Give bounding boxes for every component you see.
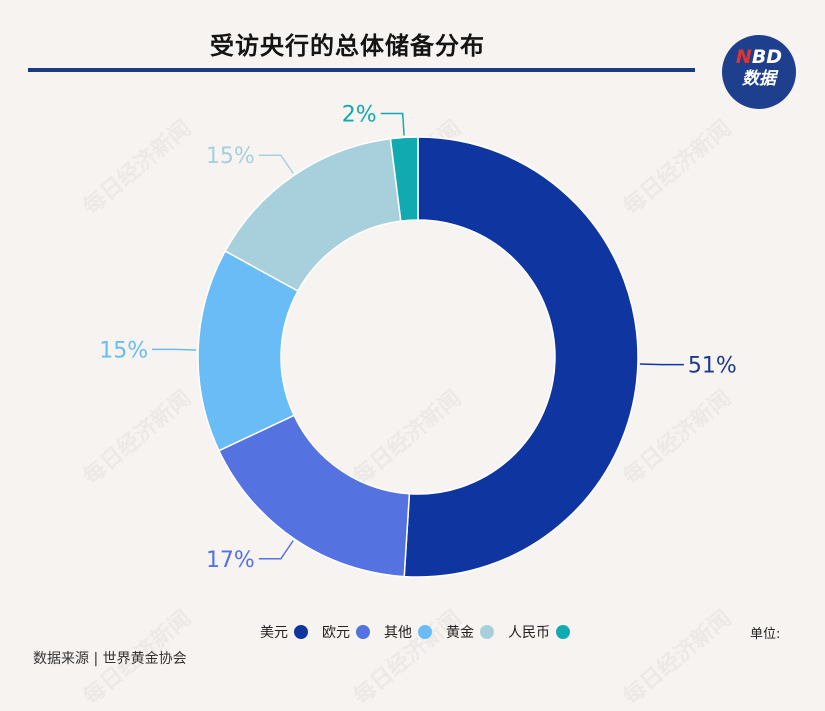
logo-letter-n: N [735, 46, 752, 68]
donut-chart: 51% 17% 15% 15% 2% [99, 102, 737, 578]
leader-3 [258, 154, 294, 174]
legend-dot-icon [480, 625, 494, 639]
legend-dot-icon [294, 625, 308, 639]
legend-dot-icon [356, 625, 370, 639]
leader-4 [380, 112, 405, 136]
legend-dot-icon [418, 625, 432, 639]
slice-label-4: 2% [342, 102, 377, 127]
legend-label: 其他 [384, 625, 412, 641]
slice-label-3: 15% [206, 144, 255, 169]
legend-item-0: 美元 [260, 622, 308, 642]
legend: 美元 欧元 其他 黄金 人民币 [260, 621, 584, 643]
logo-subtitle: 数据 [742, 69, 776, 89]
legend-label: 黄金 [446, 625, 474, 641]
legend-item-1: 欧元 [322, 622, 370, 642]
leader-1 [258, 540, 294, 560]
source-note: 数据来源 | 世界黄金协会 [33, 651, 187, 667]
unit-label: 单位: [750, 627, 781, 642]
donut-slices [197, 136, 639, 578]
slice-labels: 51% 17% 15% 15% 2% [99, 102, 737, 572]
legend-item-3: 黄金 [446, 622, 494, 642]
slice-label-1: 17% [206, 548, 255, 573]
label-leaders [152, 112, 684, 560]
title-underline [28, 68, 695, 72]
slice-label-2: 15% [99, 338, 148, 363]
leader-0 [639, 363, 684, 366]
legend-dot-icon [556, 625, 570, 639]
nbd-logo: NBD 数据 [722, 35, 796, 109]
legend-label: 美元 [260, 625, 288, 641]
legend-label: 欧元 [322, 625, 350, 641]
logo-letters-bd: BD [751, 46, 783, 68]
legend-item-4: 人民币 [508, 622, 570, 642]
chart-title: 受访央行的总体储备分布 [210, 32, 485, 60]
legend-item-2: 其他 [384, 622, 432, 642]
leader-2 [152, 348, 197, 351]
legend-label: 人民币 [508, 625, 550, 641]
slice-4 [389, 136, 419, 222]
slice-0 [403, 136, 639, 578]
slice-label-0: 51% [688, 354, 737, 379]
